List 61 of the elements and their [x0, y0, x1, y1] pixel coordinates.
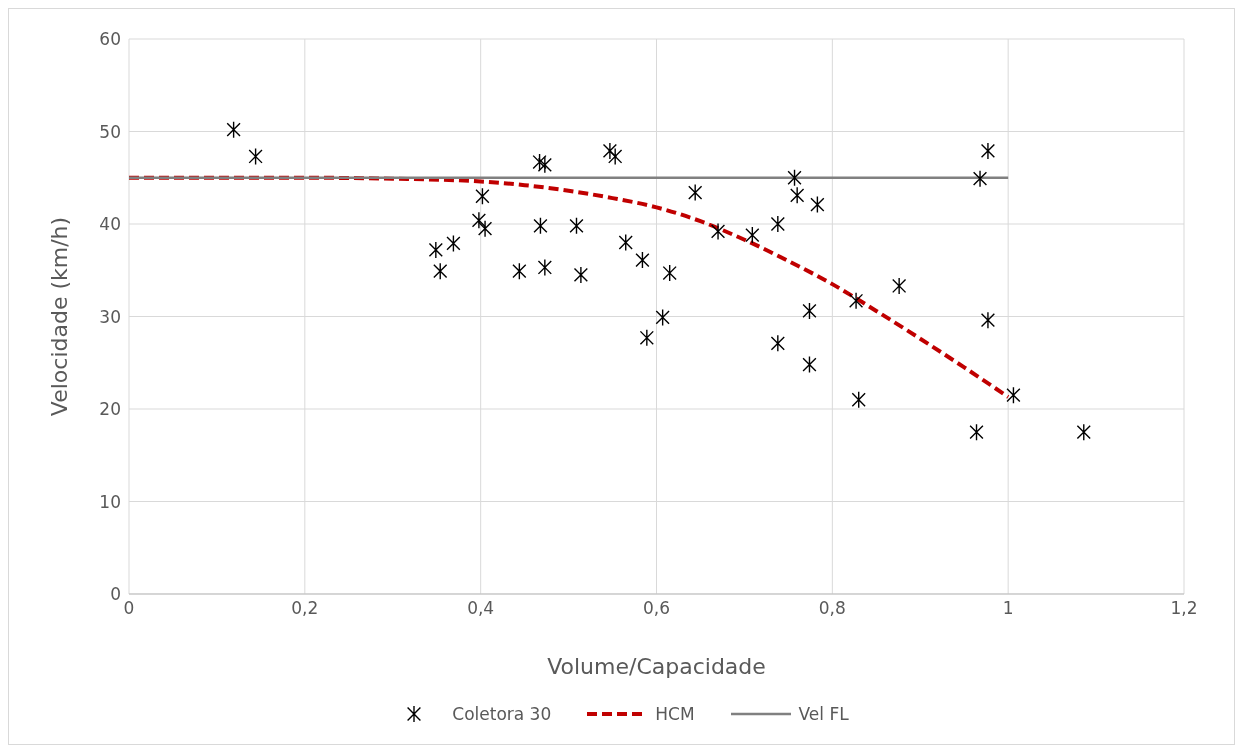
point — [848, 292, 864, 310]
point — [710, 222, 726, 241]
point — [537, 156, 552, 174]
point — [537, 258, 552, 277]
x-tick-label: 0,4 — [467, 598, 495, 619]
point — [790, 186, 805, 205]
point — [787, 169, 802, 187]
x-tick-label: 0,8 — [818, 598, 846, 619]
point — [446, 234, 461, 253]
point — [477, 219, 493, 238]
point — [533, 217, 548, 235]
point — [512, 262, 527, 280]
point — [810, 195, 825, 214]
legend-label: Coletora 30 — [452, 704, 552, 724]
point — [802, 355, 817, 374]
point — [688, 183, 703, 202]
point — [980, 142, 996, 160]
x-tick-label: 0,6 — [642, 598, 671, 619]
point — [1006, 386, 1021, 404]
y-tick-label: 20 — [99, 399, 121, 420]
point — [969, 423, 984, 441]
y-tick-label: 30 — [99, 306, 121, 327]
point — [532, 153, 547, 171]
y-tick-label: 60 — [99, 29, 121, 50]
point — [635, 251, 650, 269]
point — [618, 233, 633, 252]
y-tick-label: 40 — [99, 214, 121, 235]
point — [972, 169, 988, 188]
line-series — [129, 175, 1011, 399]
point — [475, 187, 490, 205]
x-tick-label: 1 — [1002, 598, 1014, 619]
x-axis-title: Volume/Capacidade — [547, 654, 766, 679]
x-tick-label: 0 — [123, 598, 135, 619]
point — [428, 241, 443, 259]
point — [892, 277, 907, 295]
point — [248, 147, 263, 166]
point — [802, 302, 817, 320]
x-tick-label: 0,2 — [291, 598, 319, 619]
point — [770, 334, 785, 353]
point — [226, 120, 241, 139]
y-tick-label: 0 — [110, 584, 121, 605]
point — [980, 311, 996, 329]
legend-label: HCM — [655, 704, 695, 724]
point — [770, 215, 785, 233]
point — [662, 264, 677, 282]
y-tick-label: 10 — [99, 491, 121, 512]
point — [851, 391, 866, 409]
point — [639, 329, 654, 347]
point — [573, 266, 588, 284]
point — [602, 142, 617, 160]
point — [745, 226, 760, 244]
y-tick-label: 50 — [99, 121, 121, 142]
legend-label: Vel FL — [798, 704, 849, 724]
point — [1076, 423, 1091, 441]
point — [655, 308, 670, 327]
y-axis-title: Velocidade (km/h) — [46, 216, 72, 417]
point — [433, 262, 448, 280]
point — [569, 217, 584, 235]
x-tick-label: 1,2 — [1170, 598, 1198, 619]
point — [608, 147, 623, 166]
point — [471, 211, 487, 229]
